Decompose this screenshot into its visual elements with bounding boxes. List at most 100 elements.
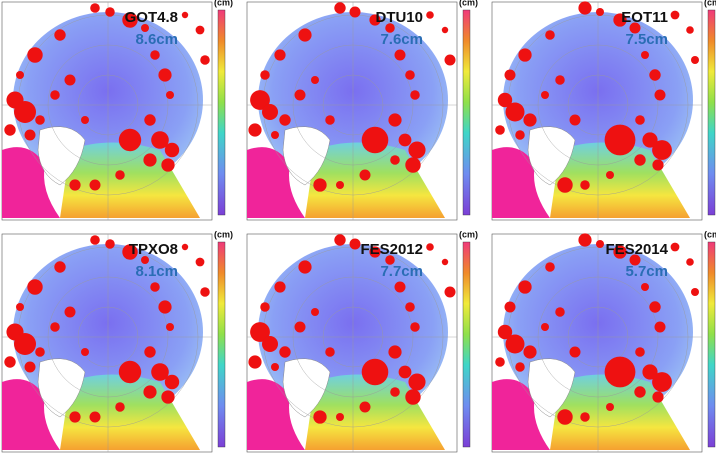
station-error [200,287,210,297]
station-error [596,240,604,248]
station-error [634,154,645,165]
station-error [298,28,311,41]
station-error [362,359,389,386]
station-error [405,157,420,172]
unit-label: (cm) [704,0,716,7]
station-error [655,90,666,101]
station-error [442,27,448,33]
map-panel: (cm)TPXO88.1cm [2,229,233,452]
station-error [334,2,345,13]
station-error [150,282,160,292]
colorbar [463,10,470,215]
station-error [652,140,672,160]
unit-label: (cm) [459,229,478,239]
station-error [334,234,345,245]
model-name: FES2014 [605,241,668,258]
station-error [395,282,406,293]
station-error [279,346,290,357]
station-error [505,70,516,81]
station-error [262,336,278,352]
station-error [54,29,65,40]
station-error [165,375,179,389]
station-error [408,141,425,158]
station-error [115,170,125,180]
station-error [311,308,319,316]
colorbar [708,242,715,447]
station-error [405,70,415,80]
station-error [426,243,434,251]
station-error [81,348,89,356]
station-error [262,104,278,120]
station-error [90,235,100,245]
station-error [248,123,261,136]
station-error [390,155,400,165]
station-error [336,413,344,421]
station-error [54,261,65,272]
station-error [35,347,45,357]
station-error [596,8,604,16]
station-error [635,347,645,357]
station-error [25,362,36,373]
station-error [90,3,100,13]
station-error [311,76,319,84]
colorbar [218,10,225,215]
station-error [545,262,555,272]
station-error [325,347,335,357]
station-error [691,288,699,296]
station-error [115,402,125,412]
station-error [119,129,141,151]
station-error [105,239,115,249]
station-error [295,322,306,333]
model-name: EOT11 [621,9,668,26]
station-error [4,356,15,367]
station-error [541,91,549,99]
station-error [580,412,590,422]
station-error [505,302,516,313]
station-error [69,179,80,190]
station-error [652,391,663,402]
station-error [350,7,361,18]
map-panel: (cm)EOT117.5cm [492,0,716,220]
rms-value: 5.7cm [625,263,668,280]
station-error [360,170,371,181]
colorbar [463,242,470,447]
station-error [200,55,210,65]
station-error [442,259,448,265]
station-error [390,387,400,397]
station-error [143,385,156,398]
station-error [182,12,188,18]
unit-label: (cm) [704,229,716,239]
station-error [158,300,171,313]
station-error [578,233,591,246]
station-error [635,115,645,125]
station-error [655,322,666,333]
station-error [686,26,694,34]
rms-value: 8.1cm [135,263,178,280]
station-error [410,90,420,100]
rms-value: 7.7cm [380,263,423,280]
station-error [408,373,425,390]
station-error [515,130,525,140]
figure: (cm)GOT4.88.6cm(cm)DTU107.6cm(cm)EOT117.… [0,0,716,457]
station-error [69,411,80,422]
station-error [105,7,115,17]
station-error [248,355,261,368]
station-error [523,345,536,358]
station-error [65,75,76,86]
station-error [362,127,389,154]
station-error [518,48,531,61]
station-error [260,70,270,80]
station-error [25,130,36,141]
station-error [27,47,42,62]
station-error [578,1,591,14]
station-error [274,49,285,60]
station-error [50,322,60,332]
unit-label: (cm) [459,0,478,7]
station-error [90,180,101,191]
map-panel: (cm) FES2014 5.7cm [492,229,716,452]
station-error [495,125,505,135]
station-error [50,90,60,100]
station-error [405,389,420,404]
unit-label: (cm) [214,229,233,239]
